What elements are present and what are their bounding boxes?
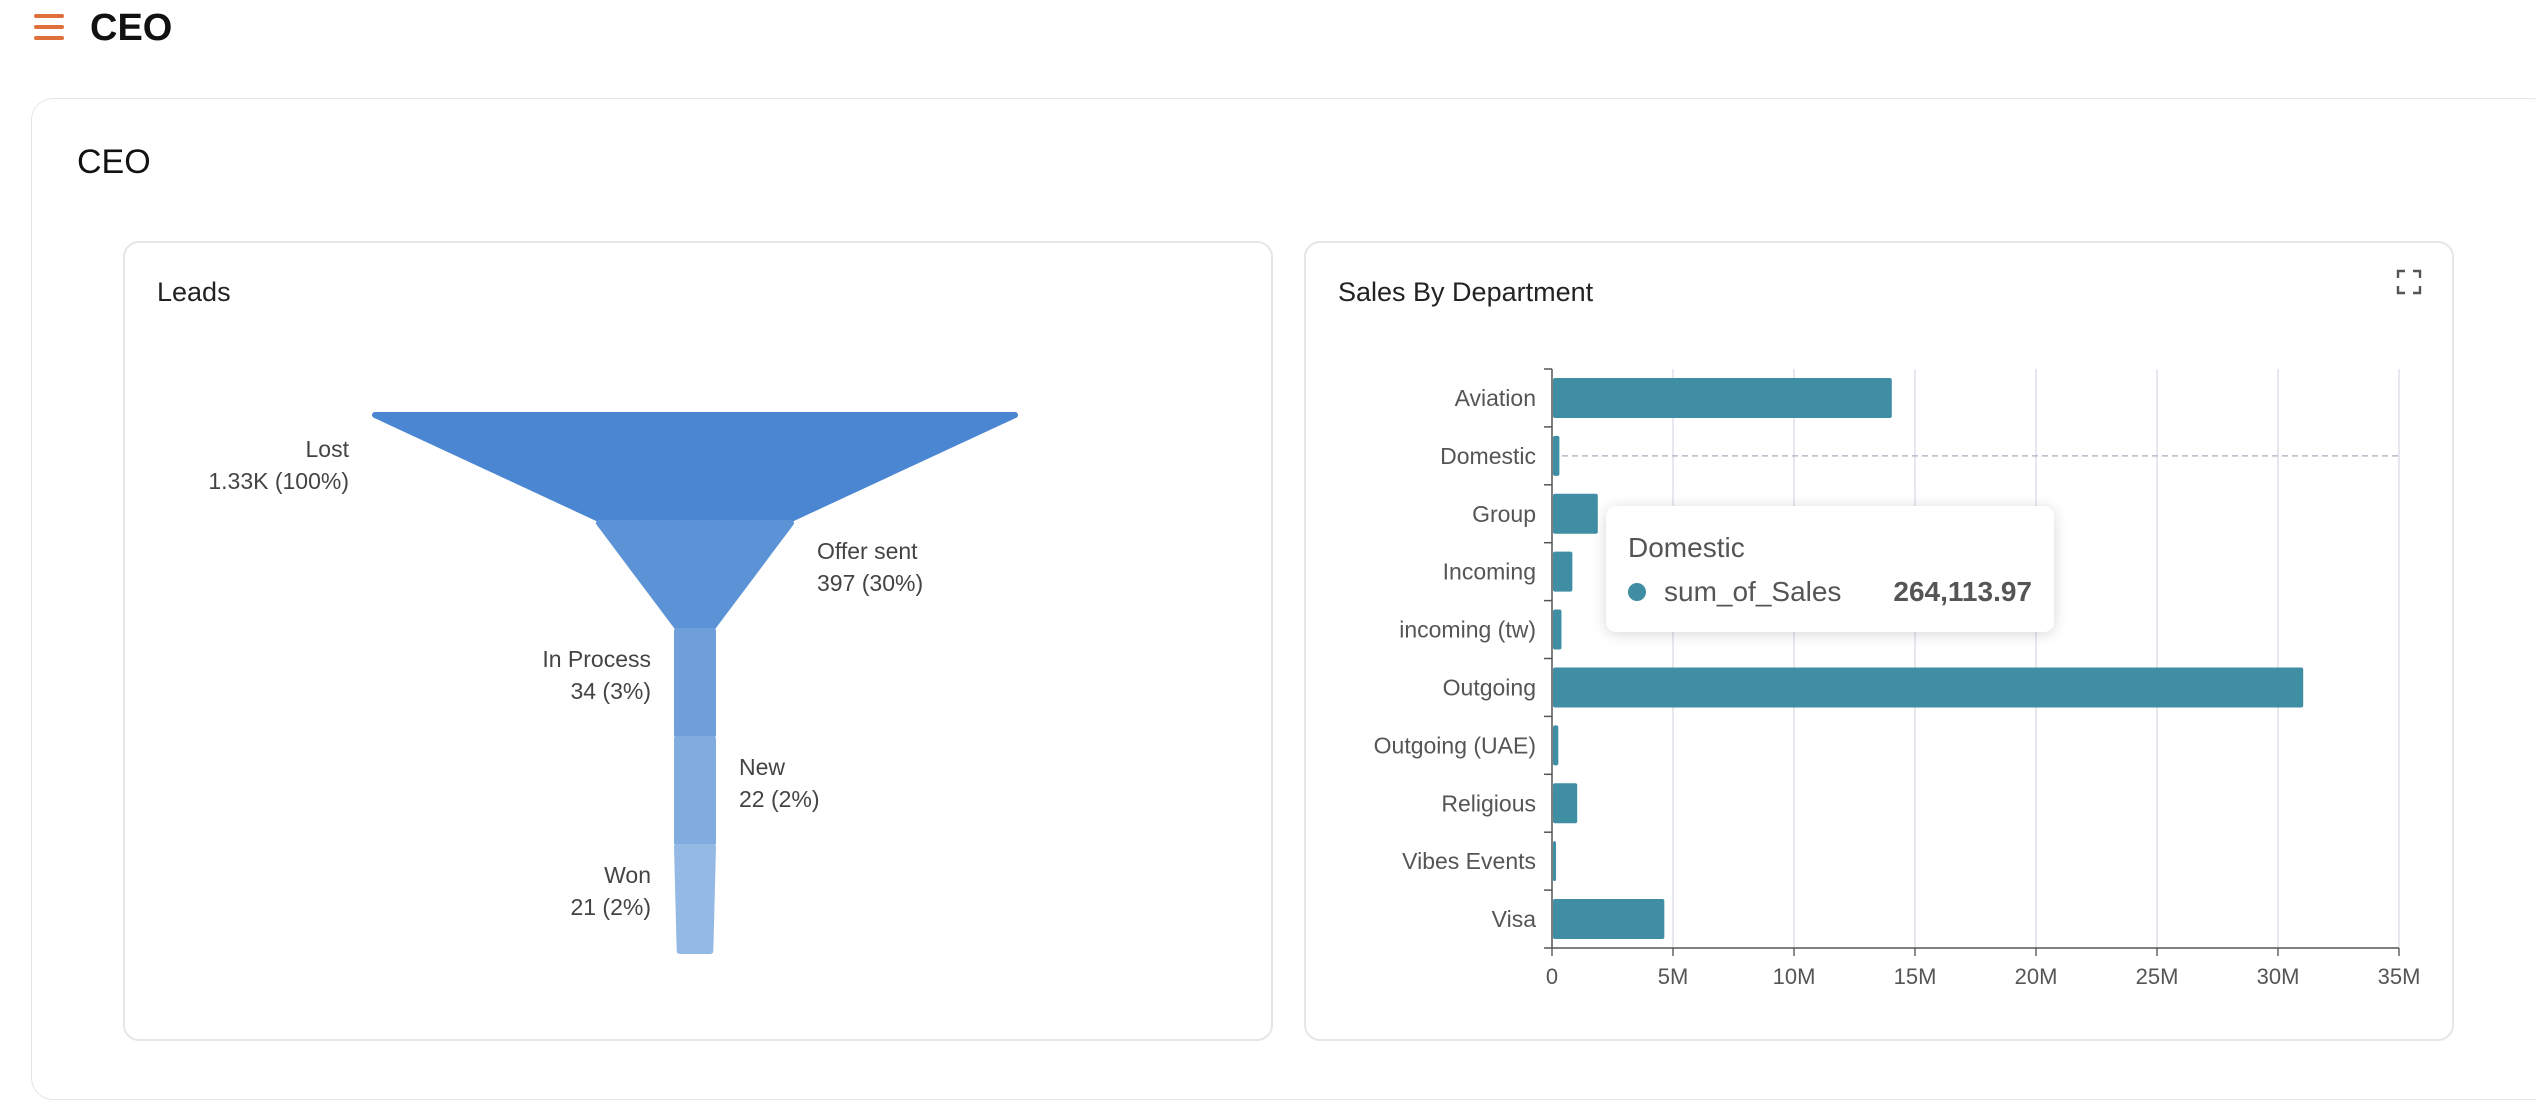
y-category-label: Incoming: [1443, 559, 1536, 585]
tooltip-series-name: sum_of_Sales: [1664, 576, 1842, 607]
y-category-label: Outgoing: [1443, 674, 1536, 700]
funnel-stage-lost[interactable]: [372, 412, 1018, 522]
funnel-label: Won: [604, 862, 651, 888]
x-tick-label: 10M: [1773, 964, 1816, 989]
bar-incoming-tw[interactable]: [1553, 609, 1562, 650]
funnel-label: New: [739, 754, 785, 780]
y-category-label: Religious: [1441, 790, 1536, 816]
bar-group[interactable]: [1553, 493, 1598, 534]
bar-religious[interactable]: [1553, 783, 1578, 824]
funnel-label: Lost: [306, 436, 350, 462]
funnel-value-label: 397 (30%): [817, 570, 923, 596]
funnel-label: In Process: [542, 646, 651, 672]
y-category-label: Aviation: [1455, 385, 1536, 411]
bar-outgoing-uae[interactable]: [1553, 725, 1559, 766]
tooltip-value: 264,113.97: [1893, 576, 2032, 607]
sales-bar-chart: 0 5M 10M 15M 20M 25M 30M 35M Aviation Domestic Gro…: [1374, 368, 2421, 989]
bar-visa[interactable]: [1553, 899, 1665, 940]
bar-aviation[interactable]: [1553, 377, 1892, 418]
y-category-label: Domestic: [1440, 443, 1536, 469]
hamburger-menu-icon[interactable]: [34, 12, 64, 42]
funnel-value-label: 21 (2%): [570, 894, 651, 920]
tooltip-title: Domestic: [1628, 532, 1745, 563]
funnel-stage-won[interactable]: [674, 844, 716, 954]
x-tick-label: 15M: [1894, 964, 1937, 989]
x-tick-label: 0: [1546, 964, 1558, 989]
leads-panel-title: Leads: [157, 277, 231, 307]
funnel-value-label: 22 (2%): [739, 786, 820, 812]
tooltip-series-marker: [1628, 583, 1646, 601]
funnel-value-label: 34 (3%): [570, 678, 651, 704]
y-category-label: Outgoing (UAE): [1374, 732, 1536, 758]
sales-panel-title: Sales By Department: [1338, 277, 1594, 307]
page-title: CEO: [77, 143, 151, 181]
x-tick-label: 25M: [2136, 964, 2179, 989]
leads-funnel-chart: Lost 1.33K (100%) Offer sent 397 (30%) In Pr…: [208, 412, 1018, 954]
bar-domestic[interactable]: [1553, 435, 1560, 476]
bar-vibes-events[interactable]: [1553, 841, 1556, 882]
x-tick-label: 30M: [2257, 964, 2300, 989]
x-tick-label: 20M: [2015, 964, 2058, 989]
bar-incoming[interactable]: [1553, 551, 1573, 592]
funnel-value-label: 1.33K (100%): [208, 468, 349, 494]
leads-panel: Leads Lost 1.33K (100%) Offer sent 397 (30%…: [123, 241, 1273, 1041]
funnel-label: Offer sent: [817, 538, 918, 564]
chart-tooltip: Domestic sum_of_Sales 264,113.97: [1606, 506, 2054, 632]
y-category-label: Vibes Events: [1402, 848, 1536, 874]
y-category-label: Group: [1472, 501, 1536, 527]
y-category-label: incoming (tw): [1399, 617, 1536, 643]
y-category-label: Visa: [1492, 906, 1537, 932]
funnel-stage-new[interactable]: [674, 736, 716, 846]
sales-panel: Sales By Department 0 5M 10M 15M 20M 25M 30M 35…: [1304, 241, 2454, 1041]
x-tick-label: 35M: [2378, 964, 2421, 989]
x-tick-label: 5M: [1658, 964, 1689, 989]
funnel-stage-offer-sent[interactable]: [596, 520, 794, 630]
top-bar: CEO: [0, 0, 2536, 60]
bar-outgoing[interactable]: [1553, 667, 2304, 708]
funnel-stage-in-process[interactable]: [674, 628, 716, 738]
app-title: CEO: [90, 7, 173, 49]
fullscreen-icon[interactable]: [2396, 269, 2422, 295]
